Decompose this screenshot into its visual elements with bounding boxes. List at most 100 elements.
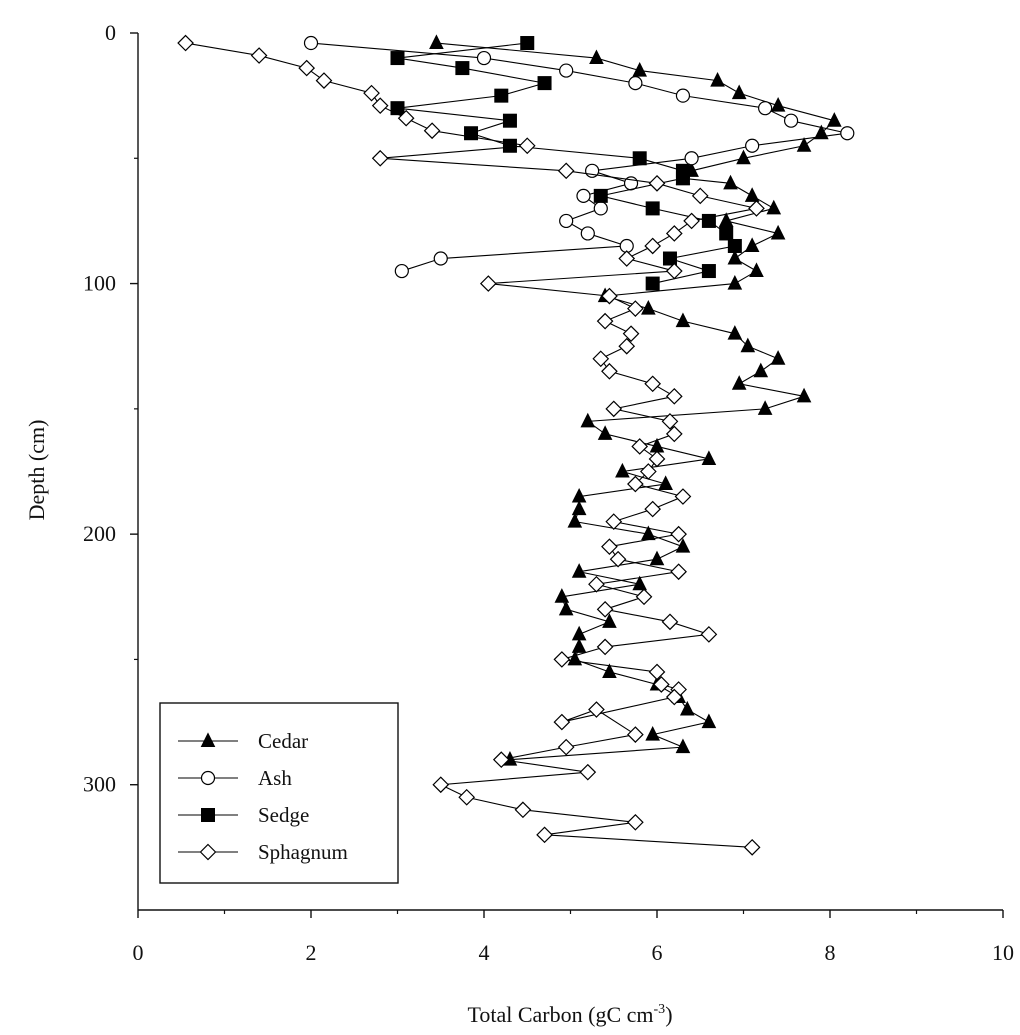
data-point-sphagnum [479, 275, 497, 292]
series-line-cedar [436, 42, 836, 761]
data-point-sedge [727, 238, 742, 253]
data-point-cedar [731, 84, 747, 100]
data-point-cedar [740, 337, 756, 353]
data-point-sphagnum [665, 688, 683, 706]
data-point-cedar [571, 563, 587, 578]
x-tick-label: 4 [479, 940, 490, 965]
data-point-sphagnum [601, 362, 618, 380]
series-cedar [429, 34, 842, 766]
data-point-cedar [766, 199, 782, 215]
x-tick-label: 0 [133, 940, 144, 965]
data-point-sphagnum [609, 550, 627, 568]
data-point-sphagnum [640, 463, 657, 480]
data-point-sphagnum [627, 813, 644, 831]
y-tick-label: 200 [83, 521, 116, 546]
data-point-sphagnum [622, 325, 640, 343]
data-point-sphagnum [661, 413, 679, 430]
data-point-sedge [502, 138, 517, 153]
data-point-cedar [571, 625, 587, 641]
data-point-ash [745, 138, 760, 153]
data-point-sedge [645, 201, 660, 216]
data-point-sphagnum [588, 701, 605, 718]
data-point-sphagnum [665, 387, 683, 405]
data-point-sphagnum [665, 262, 683, 280]
data-point-sedge [701, 264, 716, 279]
legend-item-cedar: Cedar [178, 729, 308, 753]
data-point-cedar [770, 224, 786, 240]
y-axis-title: Depth (cm) [24, 420, 49, 521]
data-point-sedge [455, 61, 470, 76]
x-axis-title-superscript: -3 [654, 1002, 666, 1017]
data-point-sphagnum [432, 776, 450, 794]
x-axis-title-end: ) [665, 1002, 672, 1027]
data-point-sphagnum [250, 47, 268, 64]
data-point-cedar [718, 212, 734, 227]
y-tick-label: 100 [83, 271, 116, 296]
data-point-cedar [757, 400, 773, 415]
data-point-ash [559, 63, 574, 78]
data-point-cedar [571, 500, 587, 516]
data-point-sedge [675, 171, 690, 186]
data-point-sphagnum [553, 651, 571, 668]
data-point-ash [559, 213, 574, 229]
data-point-cedar [744, 237, 760, 252]
data-point-cedar [615, 462, 630, 478]
legend-item-ash: Ash [178, 766, 292, 790]
legend-label-ash: Ash [258, 766, 292, 790]
legend-marker-sphagnum [199, 843, 217, 861]
y-tick-label: 0 [105, 20, 116, 45]
y-tick-label: 300 [83, 772, 116, 797]
data-point-sphagnum [648, 663, 666, 681]
data-point-sphagnum [557, 162, 575, 180]
data-point-cedar [649, 550, 665, 566]
data-point-cedar [429, 34, 444, 50]
data-point-cedar [731, 375, 747, 390]
data-point-sphagnum [605, 513, 623, 530]
data-point-cedar [796, 137, 812, 152]
data-point-sphagnum [592, 350, 610, 368]
legend-box [159, 702, 399, 884]
data-point-sphagnum [627, 726, 644, 743]
data-point-ash [684, 151, 699, 166]
data-point-sphagnum [363, 84, 380, 102]
data-point-sphagnum [371, 149, 389, 167]
data-point-sphagnum [648, 450, 666, 468]
data-point-sphagnum [298, 59, 316, 77]
data-point-sphagnum [618, 337, 636, 355]
data-point-sphagnum [371, 97, 389, 115]
data-point-sphagnum [518, 137, 536, 155]
data-point-sphagnum [177, 34, 194, 52]
data-point-ash [576, 188, 591, 203]
data-point-ash [476, 50, 492, 66]
data-point-sphagnum [397, 109, 415, 127]
data-point-ash [433, 251, 448, 266]
data-point-sphagnum [627, 475, 644, 493]
legend-marker-ash [200, 770, 216, 786]
data-point-sedge [662, 251, 677, 266]
data-point-sphagnum [661, 613, 679, 631]
data-point-cedar [675, 538, 691, 553]
data-point-ash [394, 263, 409, 279]
data-point-sphagnum [536, 826, 553, 844]
data-point-cedar [701, 450, 717, 465]
x-axis-title-main: Total Carbon (gC cm [467, 1002, 653, 1027]
data-point-sphagnum [423, 122, 441, 140]
data-point-cedar [580, 412, 596, 428]
data-point-cedar [589, 49, 604, 65]
data-point-ash [303, 35, 319, 51]
data-point-sphagnum [557, 738, 575, 756]
data-point-cedar [554, 588, 570, 603]
data-point-sedge [494, 88, 509, 103]
x-tick-label: 6 [652, 940, 663, 965]
data-point-sedge [645, 276, 660, 291]
data-point-sphagnum [601, 287, 618, 305]
data-point-sphagnum [596, 600, 614, 618]
data-point-sphagnum [652, 676, 670, 693]
data-point-sphagnum [691, 187, 709, 205]
data-point-sphagnum [458, 788, 476, 806]
data-point-sphagnum [605, 400, 623, 418]
data-point-cedar [744, 187, 760, 202]
data-point-sphagnum [748, 200, 765, 217]
data-point-cedar [641, 300, 656, 315]
